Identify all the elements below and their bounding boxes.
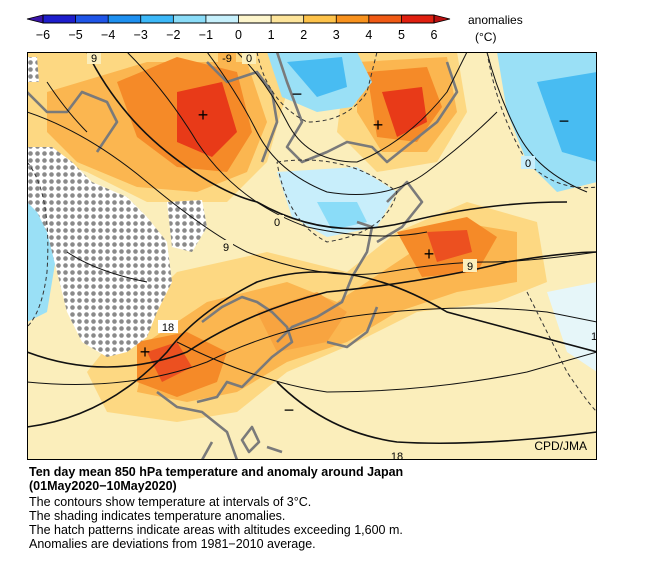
cold-anomaly-region — [317, 202, 367, 230]
positive-anomaly-max-symbol: + — [373, 115, 384, 135]
contour-label: 9 — [219, 240, 233, 254]
svg-text:0: 0 — [525, 158, 531, 170]
svg-text:18: 18 — [391, 451, 403, 460]
colorbar-segment — [140, 15, 174, 23]
colorbar-tick-label: 6 — [431, 28, 438, 42]
colorbar-tick-label: 0 — [235, 28, 242, 42]
colorbar-min-arrow — [26, 14, 44, 24]
caption-line: The contours show temperature at interva… — [29, 495, 312, 509]
contour-label: 0 — [242, 52, 256, 65]
cold-anomaly-region — [537, 72, 597, 162]
svg-text:9: 9 — [467, 261, 473, 273]
caption-line: The hatch patterns indicate areas with a… — [29, 523, 403, 537]
high-altitude-hatch — [27, 57, 39, 82]
temperature-anomaly-map: 9 -9 0 0 9 9 18 18 0 1 + + + + − − − CPD… — [27, 52, 597, 460]
colorbar-segment — [108, 15, 142, 23]
high-altitude-hatch — [27, 147, 172, 357]
colorbar-tick-label: 4 — [365, 28, 372, 42]
temperature-contours — [27, 52, 597, 445]
map-credit: CPD/JMA — [534, 439, 587, 453]
contour-label: 1 — [591, 331, 597, 343]
colorbar-tick-label: 2 — [300, 28, 307, 42]
contour-label: 18 — [158, 320, 178, 334]
svg-text:18: 18 — [162, 322, 174, 334]
svg-text:0: 0 — [274, 217, 280, 229]
svg-text:1: 1 — [591, 331, 597, 343]
colorbar-segment — [43, 15, 77, 23]
hot-anomaly-core — [427, 230, 472, 262]
svg-text:9: 9 — [91, 53, 97, 65]
positive-anomaly-max-symbol: + — [424, 244, 435, 264]
colorbar-tick-label: −2 — [166, 28, 180, 42]
contour-label: 9 — [463, 259, 477, 273]
anomaly-colorbar: −6 −5 −4 −3 −2 −1 0 1 2 3 4 5 6 anomalies (°C) — [26, 13, 523, 44]
svg-text:9: 9 — [223, 242, 229, 254]
cold-anomaly-region — [547, 282, 597, 372]
svg-text:-9: -9 — [222, 53, 232, 65]
legend-unit: (°C) — [475, 30, 496, 44]
anomaly-zero-lines — [27, 52, 597, 413]
contour-label: 0 — [270, 215, 284, 229]
colorbar-tick-label: −4 — [101, 28, 115, 42]
negative-anomaly-min-symbol: − — [292, 84, 303, 104]
positive-anomaly-max-symbol: + — [198, 105, 209, 125]
high-altitude-hatch — [167, 200, 207, 252]
positive-anomaly-max-symbol: + — [140, 342, 151, 362]
colorbar-tick-label: −1 — [199, 28, 213, 42]
contour-label: 9 — [87, 52, 101, 65]
colorbar-tick-label: 3 — [333, 28, 340, 42]
hot-anomaly-core — [147, 342, 192, 382]
colorbar-segment — [205, 15, 239, 23]
colorbar-segment — [238, 15, 272, 23]
negative-anomaly-min-symbol: − — [559, 111, 570, 131]
colorbar-tick-label: −5 — [68, 28, 82, 42]
caption-line: Anomalies are deviations from 1981−2010 … — [29, 537, 316, 551]
legend-title: anomalies — [468, 13, 523, 27]
caption-title: Ten day mean 850 hPa temperature and ano… — [29, 465, 404, 479]
colorbar-tick-label: −3 — [134, 28, 148, 42]
caption-line: The shading indicates temperature anomal… — [29, 509, 286, 523]
colorbar-max-arrow — [433, 14, 451, 24]
hot-anomaly-core — [177, 82, 237, 157]
contour-label: 0 — [521, 156, 535, 170]
colorbar-segment — [271, 15, 305, 23]
cold-anomaly-region — [287, 57, 347, 97]
colorbar-tick-label: 5 — [398, 28, 405, 42]
colorbar-segment — [173, 15, 207, 23]
colorbar-segment — [368, 15, 402, 23]
colorbar-segment — [75, 15, 109, 23]
colorbar-segment — [401, 15, 435, 23]
colorbar-tick-label: 1 — [268, 28, 275, 42]
colorbar-segment — [336, 15, 370, 23]
caption-period: (01May2020−10May2020) — [29, 479, 177, 493]
negative-anomaly-min-symbol: − — [284, 400, 295, 420]
contour-label: 18 — [387, 449, 407, 460]
contour-label: -9 — [218, 52, 236, 65]
svg-text:0: 0 — [246, 53, 252, 65]
colorbar-segment — [303, 15, 337, 23]
colorbar-tick-label: −6 — [36, 28, 50, 42]
